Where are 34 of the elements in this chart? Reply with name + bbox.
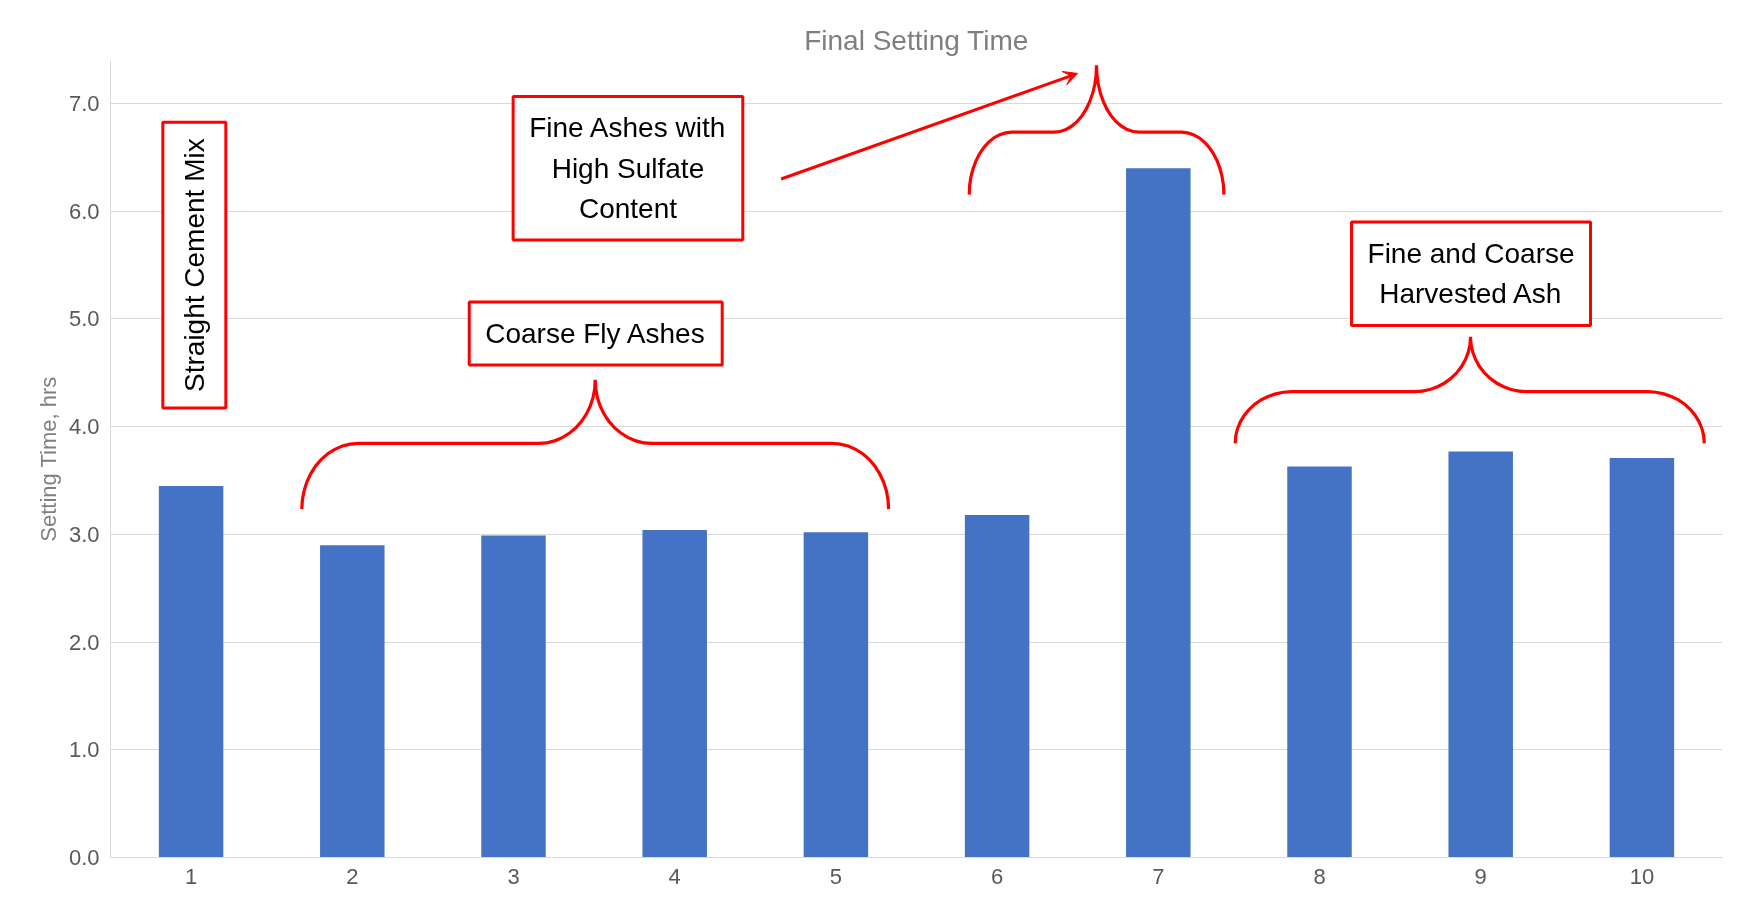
y-tick-label: 6.0 bbox=[68, 198, 100, 224]
y-tick-label: 7.0 bbox=[68, 91, 100, 117]
chart-title: Final Setting Time bbox=[804, 24, 1029, 56]
x-tick-label: 1 bbox=[184, 863, 198, 889]
y-tick-label: 0.0 bbox=[68, 845, 100, 870]
annotation: Coarse Fly Ashes bbox=[485, 318, 705, 350]
bar bbox=[642, 530, 707, 858]
x-tick-label: 9 bbox=[1474, 863, 1487, 889]
bar bbox=[1287, 466, 1352, 858]
y-tick-label: 1.0 bbox=[68, 737, 100, 763]
bar bbox=[1126, 168, 1191, 858]
bar bbox=[320, 545, 385, 858]
bar bbox=[158, 485, 224, 858]
x-tick-label: 6 bbox=[990, 863, 1004, 889]
x-tick-label: 4 bbox=[668, 863, 681, 889]
x-tick-label: 10 bbox=[1629, 863, 1655, 889]
y-tick-label: 4.0 bbox=[68, 414, 100, 440]
y-tick-label: 5.0 bbox=[68, 306, 100, 332]
x-tick-label: 3 bbox=[507, 863, 520, 889]
x-tick-label: 5 bbox=[829, 863, 843, 889]
annotation: Straight Cement Mix bbox=[178, 138, 210, 392]
bar bbox=[1448, 451, 1513, 858]
y-axis-title: Setting Time, hrs bbox=[35, 376, 61, 542]
annotation: Fine and Coarse Harvested Ash bbox=[1367, 238, 1575, 310]
y-tick-label: 2.0 bbox=[68, 629, 100, 655]
bar bbox=[803, 532, 869, 858]
x-tick-label: 2 bbox=[346, 863, 359, 889]
x-tick-label: 7 bbox=[1152, 863, 1165, 889]
bar bbox=[1609, 457, 1675, 858]
x-tick-label: 8 bbox=[1313, 863, 1326, 889]
annotation: Fine Ashes with High Sulfate Content bbox=[529, 112, 726, 224]
y-tick-label: 3.0 bbox=[68, 521, 100, 547]
bar bbox=[481, 535, 546, 858]
bar bbox=[964, 515, 1030, 858]
